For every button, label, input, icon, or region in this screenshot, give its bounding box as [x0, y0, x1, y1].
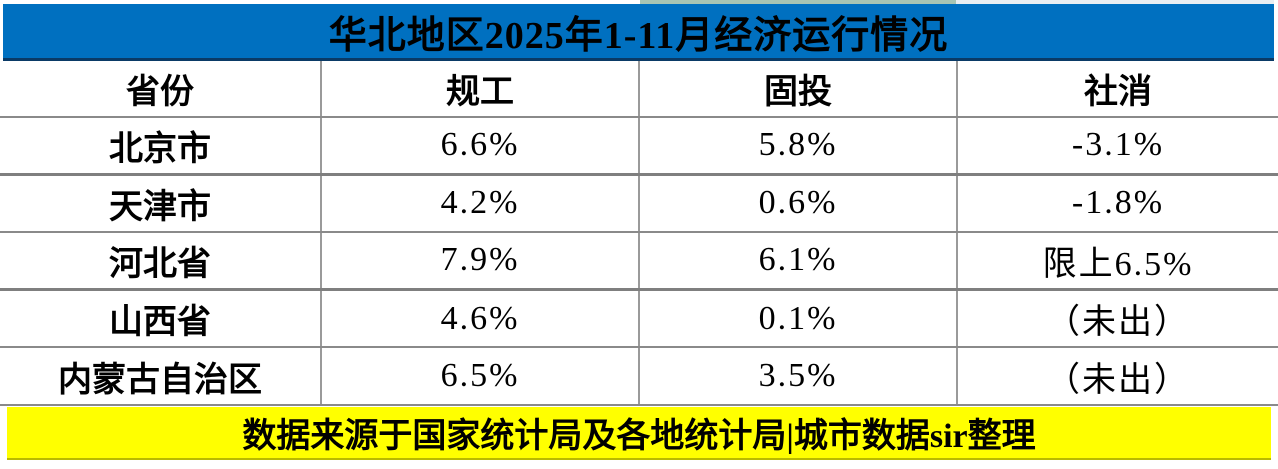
data-table: 省份 规工 固投 社消 北京市 6.6% 5.8% -3.1% 天津市 4.2%… — [0, 61, 1278, 406]
column-header-investment: 固投 — [638, 61, 956, 116]
top-edge-green-strip — [640, 0, 956, 5]
retail-value: -1.8% — [956, 175, 1278, 232]
industrial-value: 6.6% — [320, 118, 638, 173]
retail-value: （未出） — [956, 348, 1278, 404]
investment-value: 0.1% — [638, 290, 956, 347]
province-name: 天津市 — [109, 188, 211, 226]
retail-value: 限上6.5% — [956, 233, 1278, 288]
column-header-industrial: 规工 — [320, 61, 638, 116]
investment-value: 0.6% — [638, 175, 956, 232]
province-name: 内蒙古自治区 — [58, 361, 262, 399]
province-name: 北京市 — [109, 130, 211, 168]
table-title: 华北地区2025年1-11月经济运行情况 — [328, 14, 949, 57]
province-name: 山西省 — [109, 304, 211, 342]
industrial-value: 4.6% — [320, 290, 638, 347]
table-row-beijing: 北京市 6.6% 5.8% -3.1% — [0, 118, 1278, 176]
investment-value: 5.8% — [638, 118, 956, 173]
table-row-neimenggu: 内蒙古自治区 6.5% 3.5% （未出） — [0, 348, 1278, 406]
table-header-row: 省份 规工 固投 社消 — [0, 61, 1278, 118]
column-header-retail: 社消 — [956, 61, 1278, 116]
industrial-value: 6.5% — [320, 348, 638, 404]
table-row-hebei: 河北省 7.9% 6.1% 限上6.5% — [0, 233, 1278, 291]
retail-value: -3.1% — [956, 118, 1278, 173]
investment-value: 3.5% — [638, 348, 956, 404]
source-footer-bar: 数据来源于国家统计局及各地统计局|城市数据sir整理 — [7, 407, 1271, 460]
industrial-value: 7.9% — [320, 233, 638, 288]
source-footer-text: 数据来源于国家统计局及各地统计局|城市数据sir整理 — [242, 418, 1036, 455]
table-title-bar: 华北地区2025年1-11月经济运行情况 — [3, 4, 1274, 61]
industrial-value: 4.2% — [320, 175, 638, 232]
table-row-tianjin: 天津市 4.2% 0.6% -1.8% — [0, 175, 1278, 234]
investment-value: 6.1% — [638, 233, 956, 288]
table-row-shanxi: 山西省 4.6% 0.1% （未出） — [0, 290, 1278, 349]
province-name: 河北省 — [109, 245, 211, 283]
retail-value: （未出） — [956, 290, 1278, 347]
top-edge-gray-strip — [956, 0, 1274, 4]
column-header-province: 省份 — [126, 74, 194, 111]
